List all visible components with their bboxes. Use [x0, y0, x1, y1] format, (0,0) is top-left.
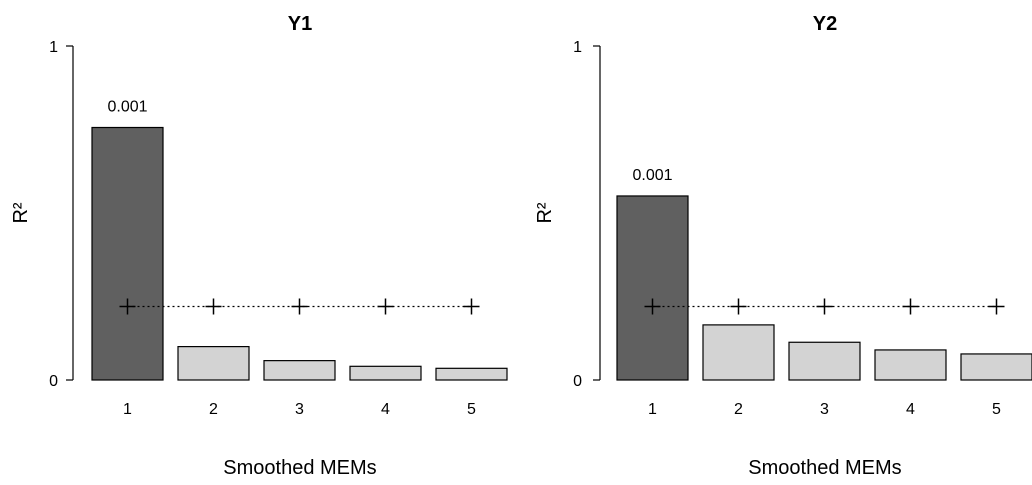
bar-value-label: 0.001	[107, 98, 147, 115]
threshold-point	[816, 298, 833, 315]
y-tick-label-bottom: 0	[573, 373, 582, 390]
x-tick-label: 5	[992, 401, 1001, 418]
bar-1	[616, 195, 689, 381]
bar-3	[788, 341, 861, 381]
threshold-point	[205, 298, 222, 315]
y-tick-label-top: 1	[573, 39, 582, 56]
x-tick-label: 1	[123, 401, 132, 418]
bar-2	[177, 346, 250, 381]
bar-3	[263, 360, 336, 381]
x-tick-label: 5	[467, 401, 476, 418]
y-axis-label: R²	[10, 202, 32, 223]
x-tick-label: 4	[906, 401, 915, 418]
threshold-point	[644, 298, 661, 315]
y-tick-label-top: 1	[49, 39, 58, 56]
x-tick-label: 2	[209, 401, 218, 418]
bar-5	[435, 367, 508, 381]
threshold-point	[291, 298, 308, 315]
bar-2	[702, 324, 775, 381]
threshold-point	[377, 298, 394, 315]
bar-4	[349, 365, 422, 381]
x-tick-label: 3	[820, 401, 829, 418]
bar-value-label: 0.001	[632, 167, 672, 184]
bar-4	[874, 349, 947, 381]
x-axis-label: Smoothed MEMs	[223, 457, 376, 479]
x-axis-label: Smoothed MEMs	[748, 457, 901, 479]
threshold-point	[463, 298, 480, 315]
threshold-point	[730, 298, 747, 315]
chart-panel-y1: Y1 1 0 R² Smoothed MEMs 1 0.001 2 3 4 5	[10, 13, 508, 479]
threshold-point	[902, 298, 919, 315]
threshold-point	[988, 298, 1005, 315]
x-tick-label: 2	[734, 401, 743, 418]
x-tick-label: 4	[381, 401, 390, 418]
bar-5	[960, 353, 1032, 381]
chart-title: Y1	[288, 13, 312, 35]
y-axis-label: R²	[534, 202, 556, 223]
threshold-point	[119, 298, 136, 315]
bar-1	[91, 126, 164, 381]
chart-title: Y2	[813, 13, 837, 35]
x-tick-label: 1	[648, 401, 657, 418]
x-tick-label: 3	[295, 401, 304, 418]
chart-panel-y2: Y2 1 0 R² Smoothed MEMs 1 0.001 2 3 4 5	[534, 13, 1032, 479]
y-tick-label-bottom: 0	[49, 373, 58, 390]
